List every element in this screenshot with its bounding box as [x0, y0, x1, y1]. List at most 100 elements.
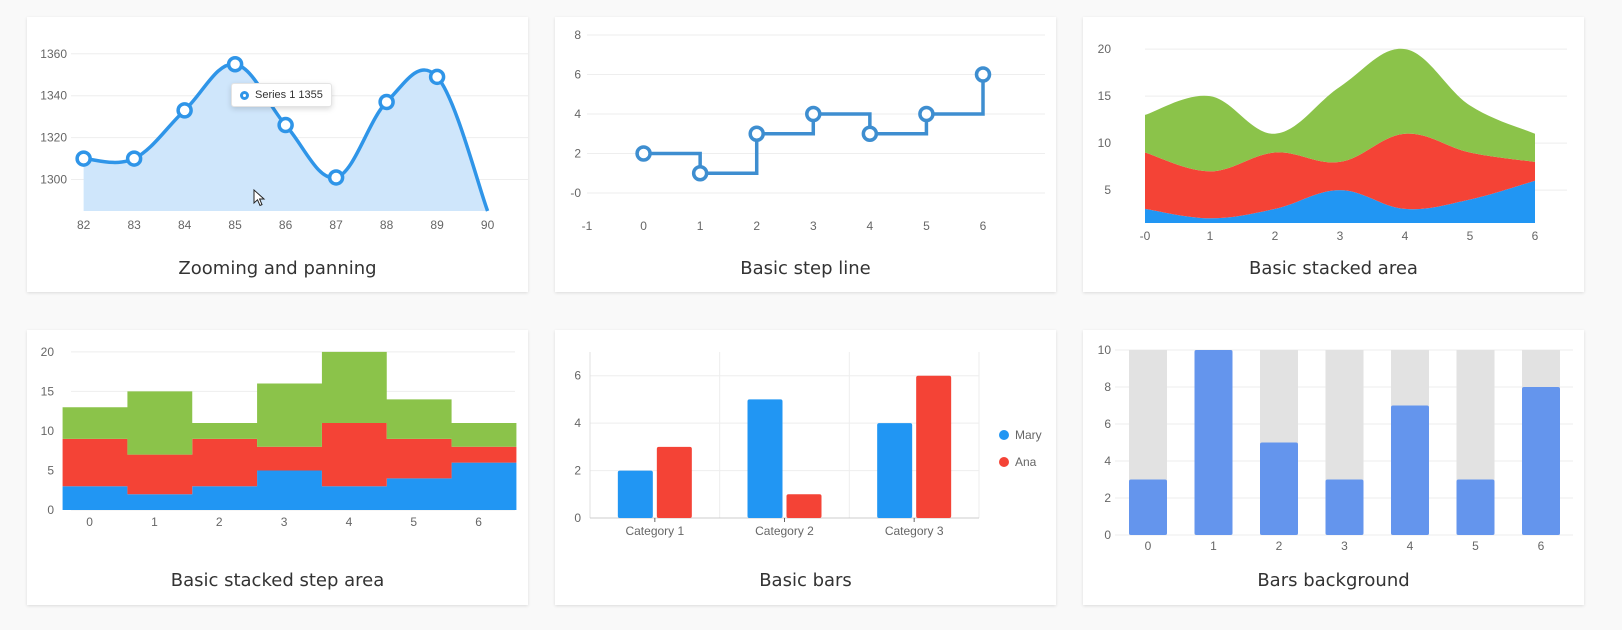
legend-label: Mary — [1015, 428, 1042, 442]
series-area — [62, 423, 517, 495]
x-tick-label: Category 3 — [885, 524, 944, 538]
x-tick-label: 83 — [127, 218, 141, 232]
data-point — [378, 93, 395, 111]
y-tick-label: 8 — [574, 28, 581, 42]
x-tick-label: 3 — [281, 515, 288, 529]
x-tick-label: 88 — [380, 218, 394, 232]
x-tick-label: 1 — [697, 219, 704, 233]
y-tick-label: 20 — [1098, 42, 1112, 56]
bar — [656, 446, 692, 518]
x-tick-label: 6 — [1532, 229, 1539, 243]
y-tick-label: 6 — [1104, 417, 1111, 431]
y-tick-label: 4 — [1104, 454, 1111, 468]
y-tick-label: 0 — [47, 503, 54, 517]
x-tick-label: 5 — [1472, 539, 1479, 553]
y-tick-label: 2 — [1104, 491, 1111, 505]
data-point — [428, 68, 446, 86]
bar — [1194, 350, 1233, 535]
bar — [1260, 442, 1298, 535]
x-tick-label: 5 — [410, 515, 417, 529]
tooltip-series-marker-icon — [240, 90, 249, 100]
data-point — [918, 105, 935, 123]
x-tick-label: 2 — [1272, 229, 1279, 243]
mouse-cursor-icon — [253, 189, 266, 207]
bar — [916, 375, 952, 518]
y-tick-label: 5 — [47, 463, 54, 477]
y-tick-label: 0 — [1104, 528, 1111, 542]
data-point — [226, 56, 244, 73]
x-tick-label: 86 — [279, 218, 293, 232]
series-area — [1145, 133, 1535, 219]
bar — [747, 399, 783, 518]
data-point — [635, 145, 652, 162]
y-tick-label: 0 — [574, 511, 581, 525]
x-tick-label: 89 — [430, 218, 444, 232]
data-point — [974, 66, 992, 83]
x-tick-label: -0 — [1140, 229, 1151, 243]
y-tick-label: 1360 — [40, 47, 67, 61]
y-tick-label: 10 — [41, 424, 55, 438]
chart-title: Bars background — [1257, 570, 1410, 591]
chart-card-bars-background: 0 2 4 6 8 10 0 1 2 3 4 5 6 Bars background — [1083, 330, 1584, 605]
x-tick-label: 6 — [1538, 539, 1545, 553]
x-tick-label: 1 — [1210, 539, 1217, 553]
legend-label: Ana — [1015, 455, 1037, 469]
data-point — [691, 165, 709, 182]
x-tick-label: 4 — [1402, 229, 1409, 243]
y-tick-label: 5 — [1104, 183, 1111, 197]
y-tick-label: -0 — [570, 186, 581, 200]
data-point — [748, 125, 765, 142]
y-tick-label: 10 — [1098, 136, 1112, 150]
series-line — [643, 74, 985, 175]
zooming-panning-chart[interactable]: 1300 1320 1340 1360 82 83 84 85 86 87 88 89 90 — [27, 17, 528, 257]
basic-step-line-chart[interactable]: -0 2 4 6 8 -1 0 1 2 3 4 5 6 — [555, 17, 1056, 257]
x-tick-label: 3 — [810, 219, 817, 233]
x-tick-label: 2 — [753, 219, 760, 233]
series-area — [1145, 180, 1535, 223]
x-tick-label: 85 — [228, 218, 242, 232]
basic-stacked-step-area-chart[interactable]: 0 5 10 15 20 0 1 2 3 4 5 6 — [27, 330, 528, 570]
chart-title: Zooming and panning — [178, 258, 377, 279]
y-tick-label: 10 — [1098, 343, 1112, 357]
series-area — [62, 462, 517, 510]
bars-background-chart[interactable]: 0 2 4 6 8 10 0 1 2 3 4 5 6 — [1083, 330, 1584, 570]
bar — [1129, 479, 1167, 535]
y-tick-label: 8 — [1104, 380, 1111, 394]
chart-title: Basic stacked step area — [170, 570, 385, 591]
x-tick-label: 4 — [1407, 539, 1414, 553]
data-point — [75, 150, 92, 167]
y-tick-label: 2 — [574, 464, 581, 478]
basic-stacked-area-chart[interactable]: 5 10 15 20 -0 1 2 3 4 5 6 — [1083, 17, 1584, 257]
x-tick-label: 5 — [1467, 229, 1474, 243]
x-tick-label: 5 — [923, 219, 930, 233]
chart-tooltip: Series 1 1355 — [231, 83, 332, 107]
y-tick-label: 1320 — [40, 131, 67, 145]
series-area — [1145, 48, 1535, 172]
basic-bars-chart[interactable]: 0 2 4 6 Category 1 Category 2 Category 3 Mary An… — [555, 330, 1056, 570]
legend-marker-icon — [999, 430, 1009, 440]
x-tick-label: 82 — [77, 218, 91, 232]
y-tick-label: 20 — [41, 345, 55, 359]
y-tick-label: 1340 — [40, 89, 67, 103]
x-tick-label: 0 — [640, 219, 647, 233]
bar — [1391, 405, 1429, 535]
x-tick-label: 4 — [346, 515, 353, 529]
y-tick-label: 15 — [41, 384, 55, 398]
x-tick-label: 1 — [1207, 229, 1214, 243]
data-point — [805, 105, 822, 123]
x-tick-label: 90 — [481, 218, 495, 232]
data-point — [176, 102, 193, 119]
x-tick-label: 0 — [1145, 539, 1152, 553]
chart-card-basic-step-line: -0 2 4 6 8 -1 0 1 2 3 4 5 6 Basic step line — [555, 17, 1056, 292]
bar — [786, 494, 822, 518]
data-point — [861, 125, 879, 142]
x-tick-label: 87 — [329, 218, 343, 232]
x-tick-label: 6 — [475, 515, 482, 529]
data-point — [125, 150, 143, 167]
x-tick-label: Category 2 — [755, 524, 814, 538]
y-tick-label: 4 — [574, 107, 581, 121]
series-area — [62, 351, 517, 455]
x-tick-label: Category 1 — [625, 524, 684, 538]
y-tick-label: 2 — [574, 147, 581, 161]
data-point — [277, 116, 294, 134]
